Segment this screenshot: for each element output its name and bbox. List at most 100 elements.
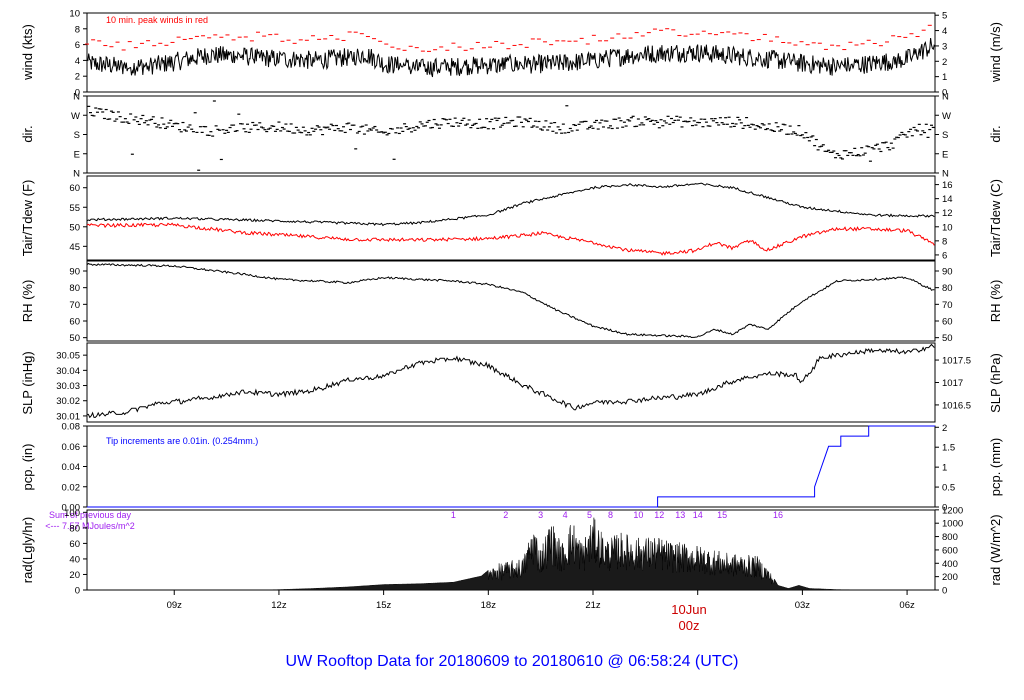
- rh-left-label: RH (%): [20, 280, 35, 323]
- rad-right-tick-label: 400: [942, 559, 958, 570]
- pcp-right-tick-label: 0.5: [942, 483, 955, 494]
- rh-panel: RH (%) RH (%) 50 60 70 80 90 50 60 70 80 90: [20, 260, 1003, 344]
- dir-left-tick-label: W: [71, 111, 80, 122]
- pcp-right-tick-label: 1: [942, 463, 947, 474]
- rh-right-ticks: 50 60 70 80 90: [935, 267, 953, 344]
- temp-right-tick-label: 6: [942, 250, 947, 261]
- slp-right-tick-label: 1017: [942, 378, 963, 389]
- wind-left-tick-label: 4: [75, 56, 80, 67]
- time-tick-label: 03z: [795, 600, 811, 611]
- rh-left-ticks: 50 60 70 80 90: [69, 267, 87, 344]
- rad-sum-label-line1: Sum of previous day: [49, 510, 132, 520]
- pcp-right-tick-label: 0: [942, 503, 947, 514]
- rad-right-tick-label: 1000: [942, 519, 963, 530]
- slp-right-ticks: 1016.5 1017 1017.5: [935, 356, 971, 411]
- rad-right-tick-label: 1200: [942, 505, 963, 516]
- wind-right-tick-label: 2: [942, 57, 947, 68]
- wind-panel-frame: [86, 12, 936, 93]
- dir-left-tick-label: N: [73, 169, 80, 180]
- rad-hour-mark: 12: [654, 510, 664, 520]
- temp-panel: Tair/Tdew (F) Tair/Tdew (C) 45 50 55 60 6 8 1…: [20, 175, 1003, 261]
- rad-left-tick-label: 80: [69, 523, 80, 534]
- rh-panel-frame: [86, 260, 936, 342]
- wind-left-ticks: 0 2 4 6 8 10: [69, 9, 87, 99]
- rh-left-tick-label: 60: [69, 317, 80, 328]
- temp-right-tick-label: 14: [942, 194, 953, 205]
- rad-right-ticks: 0 200 400 600 800 1000 1200: [935, 505, 963, 597]
- pcp-tip-note: Tip increments are 0.01in. (0.254mm.): [106, 436, 258, 446]
- pcp-right-ticks: 0 0.5 1 1.5 2: [935, 423, 955, 514]
- pcp-left-tick-label: 0.08: [62, 422, 81, 433]
- rh-right-tick-label: 60: [942, 317, 953, 328]
- temp-right-label: Tair/Tdew (C): [988, 179, 1003, 257]
- wind-right-label: wind (m/s): [988, 22, 1003, 83]
- temp-left-tick-label: 60: [69, 183, 80, 194]
- rh-left-tick-label: 70: [69, 300, 80, 311]
- rad-left-tick-label: 60: [69, 539, 80, 550]
- time-tick-label: 12z: [271, 600, 287, 611]
- rh-left-tick-label: 80: [69, 283, 80, 294]
- rad-sum-label-line2: <--- 7.57 MJoules/m^2: [45, 521, 135, 531]
- wind-left-tick-label: 10: [69, 9, 80, 20]
- date-hour-label: 00z: [679, 618, 700, 633]
- temp-right-tick-label: 12: [942, 208, 953, 219]
- wind-panel: wind (kts) wind (m/s) 10 min. peak winds…: [20, 9, 1003, 99]
- rad-left-tick-label: 40: [69, 554, 80, 565]
- rad-left-ticks: 0 20 40 60 80 100: [64, 508, 87, 597]
- dir-series-points: [87, 100, 935, 171]
- pcp-left-tick-label: 0.02: [62, 482, 81, 493]
- pcp-right-label: pcp. (mm): [988, 438, 1003, 497]
- rad-series-area: [271, 517, 873, 591]
- temp-left-tick-label: 45: [69, 242, 80, 253]
- rad-right-tick-label: 600: [942, 545, 958, 556]
- dir-right-tick-label: N: [942, 169, 949, 180]
- wind-peak-note: 10 min. peak winds in red: [106, 15, 208, 25]
- tdew-series-line: [86, 222, 935, 256]
- temp-right-tick-label: 16: [942, 180, 953, 191]
- pcp-panel: pcp. (in) pcp. (mm) Tip increments are 0…: [20, 422, 1003, 514]
- slp-left-tick-label: 30.01: [56, 411, 80, 422]
- wind-right-tick-label: 0: [942, 88, 947, 99]
- dir-left-tick-label: E: [74, 149, 80, 160]
- time-tick-label: 15z: [376, 600, 392, 611]
- dir-panel-frame: [86, 95, 936, 174]
- temp-right-tick-label: 10: [942, 222, 953, 233]
- wind-left-tick-label: 2: [75, 72, 80, 83]
- dir-left-tick-label: N: [73, 92, 80, 103]
- temp-left-tick-label: 55: [69, 203, 80, 214]
- wind-right-tick-label: 4: [942, 26, 947, 37]
- rad-hour-marks: 1 2 3 4 5 8 10 12 13 14 15 16: [451, 510, 783, 520]
- slp-left-tick-label: 30.03: [56, 381, 80, 392]
- wind-right-tick-label: 5: [942, 11, 947, 22]
- rad-hour-mark: 2: [503, 510, 508, 520]
- slp-left-label: SLP (inHg): [20, 351, 35, 414]
- pcp-left-label: pcp. (in): [20, 444, 35, 491]
- dir-right-tick-label: S: [942, 130, 948, 141]
- temp-left-ticks: 45 50 55 60: [69, 183, 87, 253]
- rad-left-tick-label: 100: [64, 508, 80, 519]
- rh-right-tick-label: 50: [942, 333, 953, 344]
- pcp-right-tick-label: 2: [942, 423, 947, 434]
- time-tick-label: 06z: [899, 600, 915, 611]
- pcp-right-tick-label: 1.5: [942, 443, 955, 454]
- time-axis: 09z 12z 15z 18z 21z 03z 06z: [167, 590, 915, 611]
- dir-left-label: dir.: [20, 125, 35, 142]
- dir-right-tick-label: N: [942, 92, 949, 103]
- rad-hour-mark: 16: [773, 510, 783, 520]
- wind-left-tick-label: 8: [75, 24, 80, 35]
- slp-left-tick-label: 30.02: [56, 396, 80, 407]
- time-tick-label: 21z: [585, 600, 601, 611]
- pcp-left-tick-label: 0.04: [62, 462, 81, 473]
- wind-left-tick-label: 6: [75, 40, 80, 51]
- temp-left-tick-label: 50: [69, 222, 80, 233]
- slp-left-tick-label: 30.05: [56, 351, 80, 362]
- rad-right-tick-label: 0: [942, 586, 947, 597]
- rh-right-tick-label: 70: [942, 300, 953, 311]
- tair-series-line: [86, 182, 935, 227]
- pcp-series-line: [87, 425, 935, 508]
- wind-right-tick-label: 3: [942, 41, 947, 52]
